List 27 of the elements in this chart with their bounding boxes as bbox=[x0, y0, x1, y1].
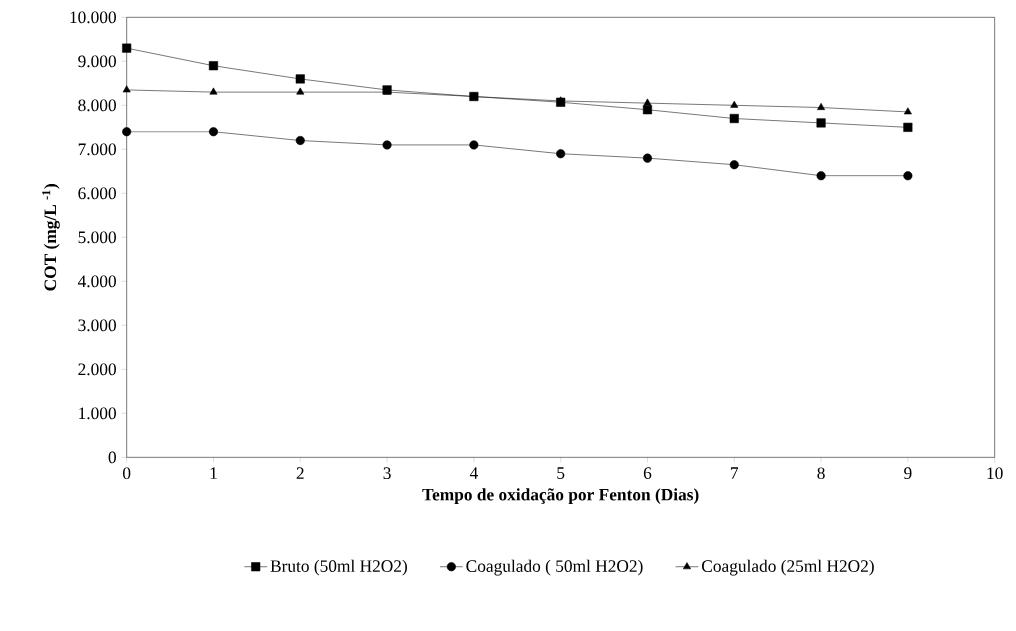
y-tick-label: 8.000 bbox=[78, 99, 116, 112]
x-tick-label: 6 bbox=[643, 467, 652, 480]
legend-label: Coagulado ( 50ml H2O2) bbox=[466, 559, 643, 576]
y-tick-label: 10.000 bbox=[70, 11, 116, 24]
x-tick-label: 9 bbox=[904, 467, 912, 480]
x-tick-label: 4 bbox=[469, 467, 478, 479]
y-tick-label: 7.000 bbox=[78, 143, 116, 156]
x-tick-label: 7 bbox=[731, 467, 739, 479]
y-tick-label: 6.000 bbox=[78, 187, 116, 200]
x-tick-label: 3 bbox=[383, 467, 391, 480]
y-tick-label: 4.000 bbox=[77, 275, 116, 288]
y-axis-title: COT (mg/L $^{-1}$) bbox=[42, 184, 60, 291]
y-tick-label: 0 bbox=[108, 451, 116, 464]
y-tick-label: 3.000 bbox=[78, 319, 116, 332]
x-tick-label: 10 bbox=[987, 467, 1003, 480]
x-tick-label: 5 bbox=[557, 467, 565, 480]
x-tick-label: 8 bbox=[817, 467, 825, 480]
y-tick-label: 5.000 bbox=[78, 231, 116, 244]
x-tick-label: 0 bbox=[123, 467, 131, 480]
y-tick-label: 9.000 bbox=[78, 55, 116, 68]
legend-label: Bruto (50ml H2O2) bbox=[270, 559, 407, 576]
x-tick-label: 2 bbox=[296, 467, 304, 480]
x-tick-label: 1 bbox=[210, 467, 217, 479]
y-tick-label: 1.000 bbox=[79, 407, 116, 420]
x-axis-title: Tempo de oxidação por Fenton (Dias) bbox=[422, 488, 699, 505]
legend-label: Coagulado (25ml H2O2) bbox=[702, 559, 874, 576]
y-tick-label: 2.000 bbox=[78, 363, 116, 376]
